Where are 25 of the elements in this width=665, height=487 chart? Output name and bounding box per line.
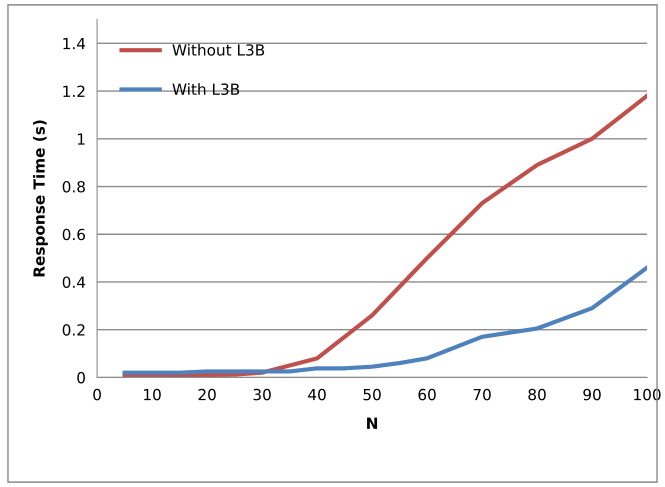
y-tick-label: 1 [78, 133, 85, 145]
x-tick-label: 10 [144, 388, 161, 400]
x-tick-label: 70 [474, 388, 491, 400]
y-tick-label: 0.8 [62, 180, 85, 193]
legend-label: Without L3B [172, 44, 264, 56]
y-tick-label: 0.2 [62, 324, 84, 336]
x-tick-label: 50 [364, 388, 381, 400]
y-tick-label: 0.6 [62, 228, 86, 240]
x-tick-label: 100 [634, 388, 661, 400]
legend-label: With L3B [172, 83, 240, 95]
y-tick-label: 0 [77, 372, 85, 384]
x-tick-label: 20 [198, 388, 216, 400]
x-tick-label: 40 [308, 388, 326, 400]
line-series [122, 94, 648, 378]
y-axis-title: Response Time (s) [33, 120, 48, 276]
x-tick-label: 80 [528, 388, 546, 400]
x-tick-label: 60 [418, 388, 436, 400]
y-tick-label: 1.4 [63, 38, 86, 50]
y-tick-label: 0.4 [62, 276, 86, 288]
y-tick-label: 1.2 [63, 86, 84, 97]
line-series [122, 266, 648, 375]
x-tick-label: 30 [254, 388, 271, 400]
x-axis-title: N [367, 418, 378, 429]
x-tick-label: 90 [583, 388, 601, 400]
x-tick-label: 0 [93, 388, 101, 400]
